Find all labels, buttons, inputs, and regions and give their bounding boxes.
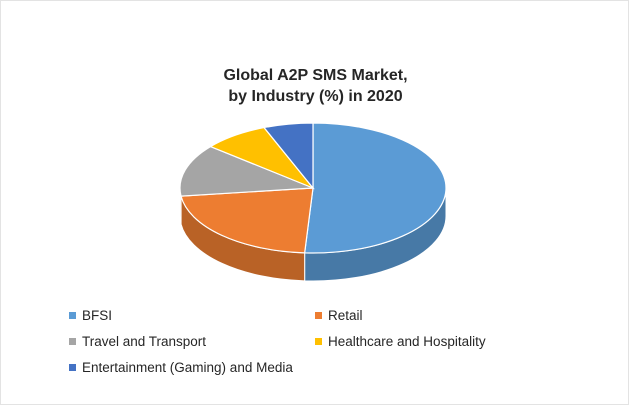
legend-swatch-bfsi: [69, 311, 76, 319]
legend-swatch-retail: [315, 311, 322, 319]
pie-top-faces: [179, 122, 447, 254]
legend-item-travel: Travel and Transport: [69, 333, 206, 351]
legend-label-healthcare: Healthcare and Hospitality: [328, 334, 486, 349]
legend-swatch-healthcare: [315, 337, 322, 345]
chart-title: Global A2P SMS Market, by Industry (%) i…: [1, 65, 629, 107]
chart-title-line-2: by Industry (%) in 2020: [228, 88, 403, 105]
legend-swatch-entertainment: [69, 363, 76, 371]
legend-item-bfsi: BFSI: [69, 307, 112, 325]
legend-label-retail: Retail: [328, 308, 363, 323]
legend-swatch-travel: [69, 337, 76, 345]
legend-item-entertainment: Entertainment (Gaming) and Media: [69, 359, 293, 377]
legend-item-retail: Retail: [315, 307, 363, 325]
legend-label-bfsi: BFSI: [82, 308, 113, 323]
pie-slice-bfsi: [303, 122, 447, 254]
chart-title-line-1: Global A2P SMS Market,: [223, 67, 408, 84]
legend-item-healthcare: Healthcare and Hospitality: [315, 333, 486, 351]
pie-slice-travel-and-transport: [179, 145, 314, 197]
legend-label-entertainment: Entertainment (Gaming) and Media: [82, 360, 293, 375]
pie-slice-entertainment-gaming-and-media: [262, 122, 314, 190]
pie-slice-retail: [180, 187, 314, 254]
legend-label-travel: Travel and Transport: [82, 334, 207, 349]
